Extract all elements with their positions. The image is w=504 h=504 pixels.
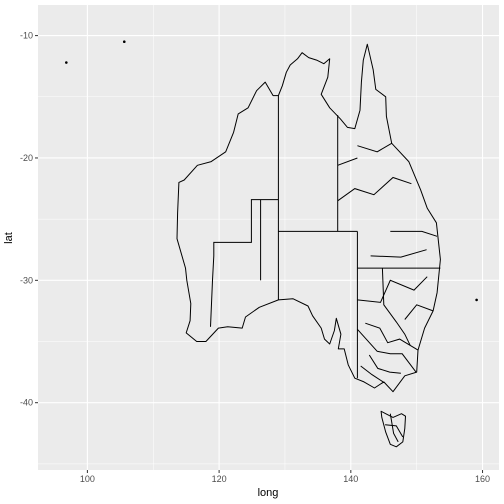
plot-panel [38, 5, 499, 470]
mainland-coastline [176, 43, 441, 393]
major-gridlines [38, 5, 499, 470]
x-tick-label: 140 [343, 474, 358, 484]
region-boundary [210, 199, 279, 327]
x-axis: 100 120 140 160 [80, 470, 490, 484]
christmas-island [122, 40, 126, 44]
region-boundary [404, 304, 434, 320]
region-boundary [390, 230, 438, 237]
region-boundary [381, 268, 411, 346]
region-boundary [337, 176, 412, 202]
region-boundary [360, 365, 384, 383]
y-axis: -10 -20 -30 -40 [20, 31, 38, 408]
x-tick-label: 160 [475, 474, 490, 484]
region-boundary [365, 322, 419, 351]
region-boundary [385, 424, 404, 438]
x-axis-title: long [258, 487, 279, 499]
region-boundary [368, 354, 401, 374]
region-boundary [389, 413, 399, 443]
region-boundary [357, 142, 392, 153]
y-tick-label: -20 [20, 153, 33, 163]
region-boundary [357, 276, 428, 303]
y-tick-label: -10 [20, 31, 33, 41]
state-border [357, 328, 417, 373]
x-tick-label: 100 [80, 474, 95, 484]
y-tick-label: -40 [20, 398, 33, 408]
minor-gridlines [38, 5, 499, 470]
lord-howe-island [475, 298, 478, 302]
cocos-islands [65, 61, 68, 64]
region-boundary [337, 157, 358, 166]
tasmania-coastline [380, 410, 406, 448]
x-tick-label: 120 [212, 474, 227, 484]
y-tick-label: -30 [20, 275, 33, 285]
region-boundary [370, 249, 427, 258]
y-axis-title: lat [3, 232, 15, 244]
map-outlines [65, 40, 478, 448]
